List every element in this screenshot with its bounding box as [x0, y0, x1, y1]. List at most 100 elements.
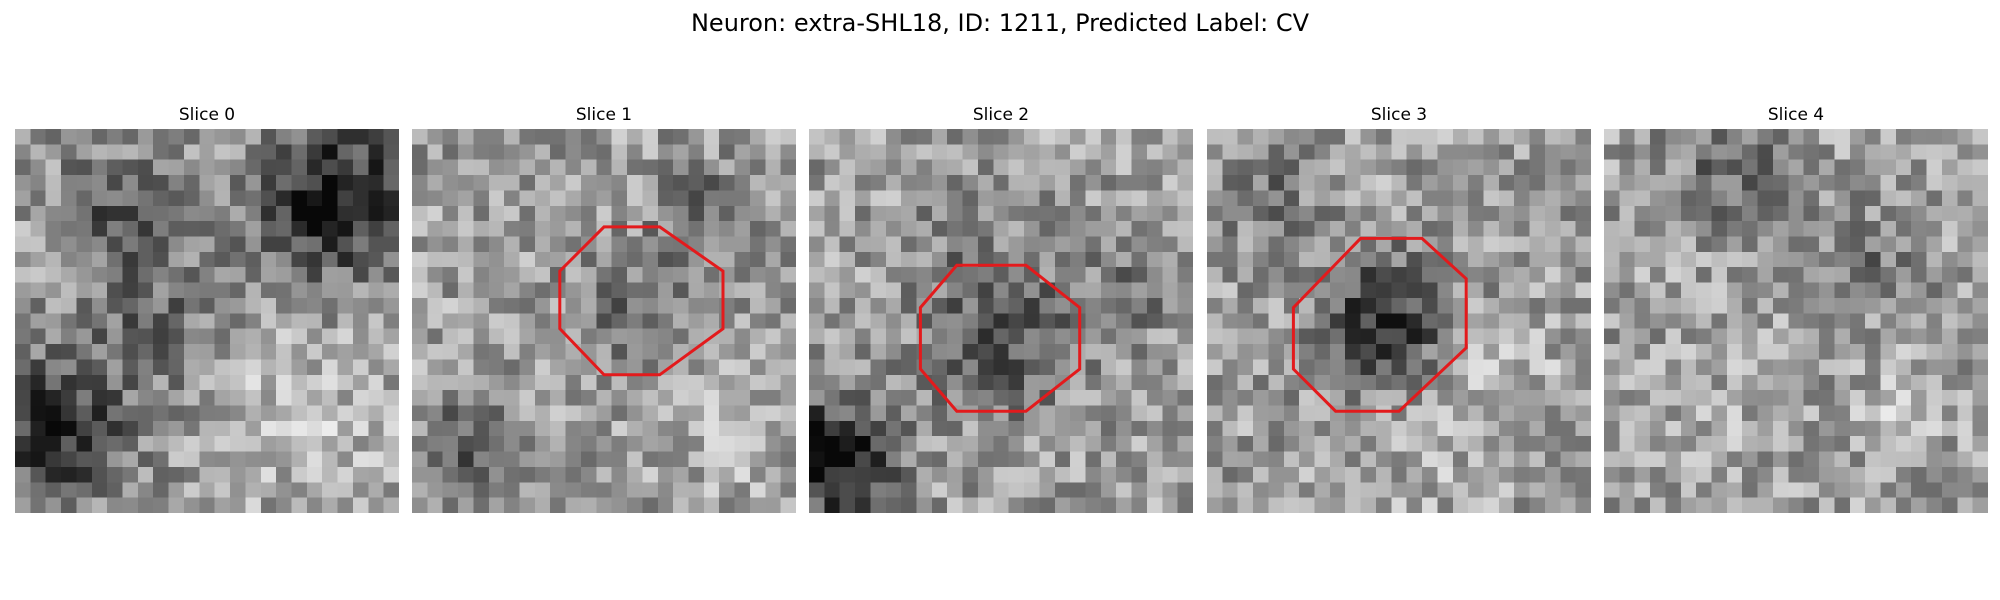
pixel — [245, 221, 262, 237]
pixel — [993, 205, 1010, 222]
pixel — [1162, 497, 1179, 513]
pixel — [870, 221, 887, 237]
pixel — [412, 251, 428, 268]
pixel — [734, 251, 751, 268]
pixel — [488, 359, 505, 376]
pixel — [977, 236, 994, 253]
pixel — [168, 205, 185, 222]
pixel — [870, 344, 887, 360]
pixel — [1926, 251, 1943, 268]
pixel — [1146, 436, 1163, 452]
pixel — [901, 451, 917, 468]
pixel — [153, 282, 169, 299]
pixel — [1529, 221, 1546, 237]
pixel — [1283, 328, 1300, 345]
pixel — [1329, 313, 1346, 330]
pixel — [1131, 359, 1148, 376]
pixel — [627, 405, 643, 422]
pixel — [1162, 344, 1179, 360]
pixel — [749, 236, 766, 253]
pixel — [1345, 359, 1361, 376]
pixel — [1222, 205, 1239, 222]
pixel — [780, 282, 796, 299]
pixel — [1895, 482, 1912, 499]
pixel — [306, 328, 323, 345]
pixel — [1834, 251, 1851, 268]
pixel — [931, 251, 948, 268]
pixel — [1634, 482, 1651, 499]
pixel — [550, 466, 566, 483]
pixel — [473, 282, 490, 299]
pixel — [1162, 313, 1179, 330]
pixel — [504, 129, 520, 145]
pixel — [1911, 390, 1927, 406]
pixel — [931, 420, 948, 437]
pixel — [1957, 267, 1974, 283]
pixel — [214, 190, 231, 207]
pixel — [1222, 482, 1239, 499]
pixel — [107, 344, 123, 360]
pixel — [230, 420, 246, 437]
pixel — [1283, 405, 1300, 422]
pixel — [1849, 482, 1866, 499]
pixel — [1634, 328, 1651, 345]
pixel — [15, 374, 31, 391]
pixel — [383, 267, 399, 283]
pixel — [488, 129, 505, 145]
pixel — [1575, 374, 1591, 391]
pixel — [1514, 497, 1530, 513]
pixel — [1237, 359, 1254, 376]
pixel — [901, 328, 917, 345]
pixel — [291, 205, 308, 222]
pixel — [1452, 236, 1469, 253]
pixel — [1162, 436, 1179, 452]
pixel — [1452, 297, 1469, 314]
pixel — [1468, 420, 1484, 437]
pixel — [45, 420, 62, 437]
pixel — [91, 297, 108, 314]
pixel — [245, 251, 262, 268]
pixel — [1834, 175, 1851, 191]
pixel — [1665, 236, 1682, 253]
pixel — [688, 359, 705, 376]
pixel — [368, 297, 385, 314]
pixel — [1742, 497, 1758, 513]
pixel — [642, 390, 659, 406]
pixel — [1253, 144, 1269, 161]
pixel — [1391, 129, 1408, 145]
pixel — [245, 190, 262, 207]
pixel — [855, 497, 871, 513]
pixel — [214, 159, 231, 176]
pixel — [1452, 159, 1469, 176]
pixel — [1619, 236, 1636, 253]
pixel — [276, 221, 292, 237]
pixel — [550, 205, 566, 222]
pixel — [107, 374, 123, 391]
pixel — [1360, 359, 1377, 376]
pixel — [1972, 374, 1988, 391]
pixel — [458, 497, 474, 513]
pixel — [749, 328, 766, 345]
pixel — [337, 175, 354, 191]
pixel — [719, 451, 735, 468]
pixel — [306, 313, 323, 330]
pixel — [901, 297, 917, 314]
pixel — [1085, 466, 1102, 483]
pixel — [1911, 282, 1927, 299]
pixel — [703, 221, 720, 237]
pixel — [1406, 144, 1423, 161]
pixel — [1452, 129, 1469, 145]
pixel — [870, 159, 887, 176]
pixel — [719, 159, 735, 176]
pixel — [1085, 236, 1102, 253]
pixel — [473, 405, 490, 422]
pixel — [276, 359, 292, 376]
pixel — [1299, 344, 1315, 360]
pixel — [931, 297, 948, 314]
pixel — [230, 236, 246, 253]
pixel — [1665, 405, 1682, 422]
pixel — [519, 251, 536, 268]
pixel — [1819, 313, 1835, 330]
pixel — [1039, 436, 1056, 452]
pixel — [61, 175, 77, 191]
